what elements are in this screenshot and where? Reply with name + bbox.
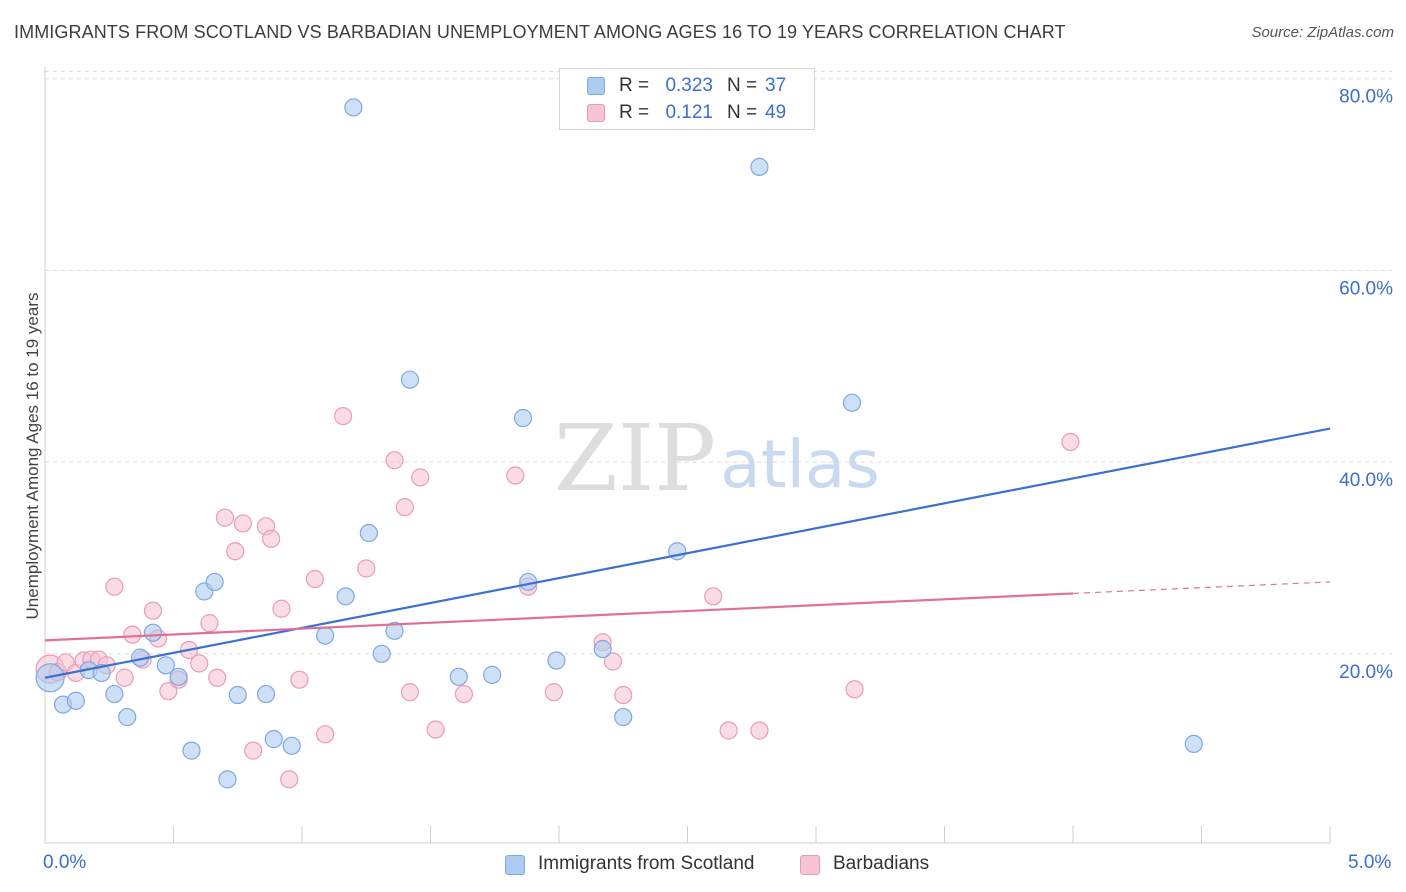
barbadian-trend-line bbox=[44, 592, 1074, 642]
barbadian-point bbox=[704, 587, 723, 606]
legend-r-label: R = bbox=[619, 75, 650, 96]
barbadian-point bbox=[190, 654, 209, 673]
barbadian-point bbox=[395, 498, 414, 517]
barbadian-trend-extension bbox=[1072, 581, 1331, 595]
barbadian-point bbox=[226, 542, 245, 561]
barbadian-point bbox=[115, 668, 134, 687]
scotland-point bbox=[483, 665, 502, 684]
barbadian-point bbox=[385, 451, 404, 470]
scotland-point bbox=[143, 623, 163, 642]
legend-n-value: 49 bbox=[765, 102, 787, 123]
barbadians-swatch bbox=[800, 855, 820, 875]
barbadian-point bbox=[719, 721, 738, 740]
y-axis-label: Unemployment Among Ages 16 to 19 years bbox=[23, 292, 42, 620]
scotland-trend-line bbox=[44, 427, 1331, 679]
bottom-legend-label: Barbadians bbox=[833, 853, 930, 874]
barbadian-point bbox=[334, 406, 353, 426]
barbadian-point bbox=[750, 721, 769, 740]
scotland-point bbox=[336, 587, 355, 606]
scotland-point bbox=[105, 684, 124, 704]
barbadian-point bbox=[208, 668, 227, 687]
source-credit: Source: ZipAtlas.com bbox=[1251, 24, 1394, 41]
trend-lines bbox=[44, 427, 1331, 679]
y-tick-label: 60.0% bbox=[1339, 278, 1393, 299]
scotland-point bbox=[400, 370, 420, 389]
scotland-point bbox=[614, 707, 633, 727]
scotland-point bbox=[593, 639, 612, 659]
barbadian-point bbox=[123, 625, 142, 644]
correlation-legend: R = 0.323 N = 37 R = 0.121 N = 49 bbox=[559, 68, 815, 130]
barbadian-point bbox=[262, 529, 281, 548]
y-tick-label: 20.0% bbox=[1339, 662, 1393, 683]
scotland-point bbox=[316, 626, 335, 645]
scotland-point bbox=[169, 667, 188, 686]
barbadian-point bbox=[290, 670, 309, 689]
scotland-point bbox=[282, 736, 301, 755]
barbadian-point bbox=[357, 559, 376, 578]
scotland-point bbox=[372, 644, 391, 663]
legend-r-value: 0.121 bbox=[665, 102, 713, 123]
scotland-swatch bbox=[587, 77, 605, 95]
scotland-point bbox=[205, 572, 224, 592]
watermark: ZIP atlas bbox=[554, 405, 880, 512]
scotland-point bbox=[66, 691, 85, 710]
barbadian-point bbox=[200, 614, 219, 633]
scotland-point bbox=[182, 741, 201, 760]
legend-r-value: 0.323 bbox=[665, 75, 713, 96]
barbadian-point bbox=[316, 725, 335, 744]
barbadian-point bbox=[244, 741, 263, 760]
scotland-point bbox=[842, 393, 862, 412]
barbadian-point bbox=[845, 680, 864, 699]
scotland-point bbox=[359, 523, 378, 543]
scotland-point bbox=[228, 685, 247, 705]
scotland-point bbox=[218, 770, 237, 789]
grid-lines bbox=[45, 71, 1392, 655]
barbadian-point bbox=[143, 601, 163, 620]
scotland-point bbox=[118, 707, 137, 727]
barbadian-point bbox=[506, 466, 525, 485]
scotland-point bbox=[750, 157, 769, 176]
chart-title: IMMIGRANTS FROM SCOTLAND VS BARBADIAN UN… bbox=[14, 22, 1066, 42]
barbadian-point bbox=[272, 599, 291, 618]
y-tick-labels: 20.0% 40.0% 60.0% 80.0% bbox=[1339, 87, 1393, 683]
axes bbox=[44, 67, 1331, 844]
barbadian-point bbox=[215, 508, 234, 527]
scotland-point bbox=[547, 651, 566, 670]
barbadian-point bbox=[233, 514, 252, 533]
legend-n-value: 37 bbox=[765, 75, 787, 96]
bottom-legend-label: Immigrants from Scotland bbox=[538, 853, 755, 874]
barbadian-point bbox=[411, 468, 430, 487]
barbadian-point bbox=[603, 652, 623, 671]
legend-n-label: N = bbox=[727, 102, 758, 123]
barbadian-point bbox=[1061, 432, 1080, 452]
scotland-point bbox=[264, 730, 283, 749]
barbadians-swatch bbox=[587, 104, 605, 122]
barbadian-point bbox=[400, 683, 420, 702]
legend-r-label: R = bbox=[619, 102, 650, 123]
barbadian-point bbox=[454, 684, 474, 704]
scotland-point bbox=[156, 656, 175, 675]
watermark-zip: ZIP bbox=[554, 405, 716, 512]
scotland-swatch bbox=[505, 855, 525, 875]
barbadian-point bbox=[426, 720, 445, 739]
y-tick-label: 40.0% bbox=[1339, 470, 1393, 491]
scotland-point bbox=[513, 408, 533, 428]
y-tick-label: 80.0% bbox=[1339, 87, 1393, 108]
barbadian-point bbox=[305, 569, 324, 589]
x-tick-max: 5.0% bbox=[1348, 852, 1392, 873]
scotland-point bbox=[1184, 734, 1203, 753]
barbadian-point bbox=[105, 577, 124, 596]
watermark-atlas: atlas bbox=[720, 426, 880, 503]
barbadian-point bbox=[159, 682, 178, 701]
barbadian-point bbox=[544, 683, 563, 702]
scotland-point bbox=[256, 684, 276, 704]
legend-n-label: N = bbox=[727, 75, 758, 96]
scotland-point bbox=[385, 621, 404, 640]
scotland-point bbox=[344, 98, 363, 117]
scotland-point bbox=[449, 667, 468, 686]
x-tick-min: 0.0% bbox=[43, 852, 87, 873]
barbadian-point bbox=[280, 770, 299, 789]
barbadian-point bbox=[614, 685, 633, 705]
